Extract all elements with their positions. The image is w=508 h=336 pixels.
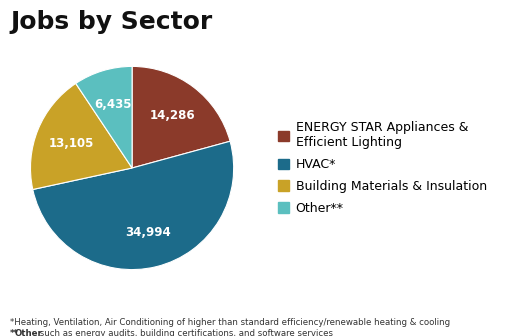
- Text: 14,286: 14,286: [149, 109, 195, 122]
- Text: **: **: [10, 329, 19, 336]
- Wedge shape: [76, 67, 132, 168]
- Wedge shape: [30, 83, 132, 190]
- Text: 13,105: 13,105: [48, 137, 93, 150]
- Text: 34,994: 34,994: [125, 226, 171, 239]
- Text: Jobs by Sector: Jobs by Sector: [10, 10, 212, 34]
- Text: 6,435: 6,435: [94, 98, 132, 111]
- Text: *Heating, Ventilation, Air Conditioning of higher than standard efficiency/renew: *Heating, Ventilation, Air Conditioning …: [10, 318, 450, 327]
- Wedge shape: [132, 67, 230, 168]
- Text: Other: Other: [14, 329, 42, 336]
- Text: such as energy audits, building certifications, and software services: such as energy audits, building certific…: [37, 329, 333, 336]
- Legend: ENERGY STAR Appliances &
Efficient Lighting, HVAC*, Building Materials & Insulat: ENERGY STAR Appliances & Efficient Light…: [278, 121, 487, 215]
- Wedge shape: [33, 141, 234, 269]
